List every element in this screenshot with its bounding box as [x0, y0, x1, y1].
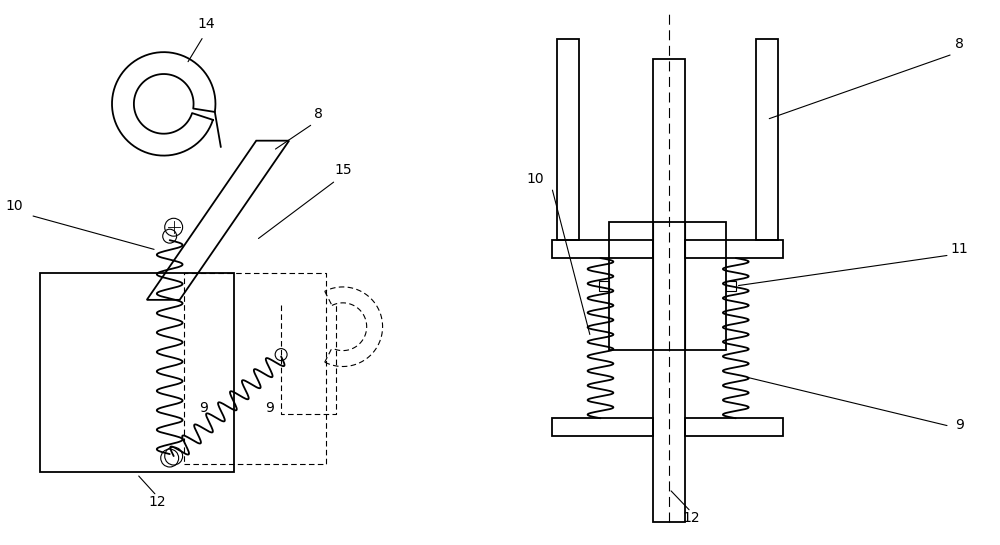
- Text: 15: 15: [334, 162, 352, 177]
- Bar: [756, 39, 778, 240]
- Bar: [685, 418, 783, 436]
- Text: 9: 9: [265, 401, 274, 415]
- Text: 14: 14: [198, 17, 215, 31]
- Bar: [609, 222, 726, 349]
- Bar: [552, 418, 653, 436]
- Text: 12: 12: [682, 511, 700, 525]
- Bar: [653, 59, 685, 522]
- Text: 8: 8: [314, 107, 323, 121]
- Text: 10: 10: [6, 199, 23, 213]
- Text: 8: 8: [955, 37, 964, 51]
- Bar: [726, 281, 736, 291]
- Bar: [685, 240, 783, 258]
- Text: 12: 12: [148, 495, 166, 509]
- Bar: [40, 273, 234, 472]
- Text: 11: 11: [951, 242, 969, 256]
- Bar: [557, 39, 579, 240]
- Text: 9: 9: [199, 401, 208, 415]
- Text: 9: 9: [955, 418, 964, 432]
- Bar: [599, 281, 609, 291]
- Bar: [552, 240, 653, 258]
- Text: 10: 10: [526, 172, 544, 186]
